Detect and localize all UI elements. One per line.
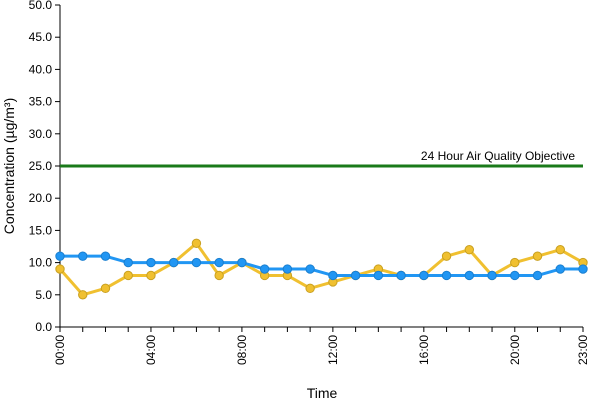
data-point [396, 270, 406, 281]
data-point [168, 257, 179, 268]
x-tick-label: 08:00 [235, 335, 249, 365]
air-quality-objective: 24 Hour Air Quality Objective [60, 149, 583, 168]
data-point [282, 264, 293, 274]
y-tick-label: 10.0 [29, 256, 53, 270]
objective-label: 24 Hour Air Quality Objective [421, 149, 575, 163]
data-point [55, 251, 65, 261]
data-point [191, 257, 202, 268]
data-point [305, 264, 315, 274]
data-point [123, 257, 133, 268]
y-tick-label: 30.0 [29, 127, 53, 141]
x-axis-title: Time [307, 385, 338, 400]
x-tick-label: 00:00 [53, 335, 67, 365]
y-tick-label: 0.0 [35, 320, 52, 334]
y-tick-label: 15.0 [29, 223, 53, 237]
x-tick-label: 23:00 [576, 335, 590, 365]
y-tick-label: 50.0 [29, 0, 53, 12]
data-point [441, 270, 452, 281]
data-point [78, 251, 88, 261]
data-point [510, 257, 520, 268]
data-point [146, 257, 156, 268]
data-point [191, 238, 202, 248]
data-point [373, 270, 384, 281]
data-point [555, 264, 565, 274]
data-point [555, 245, 565, 255]
x-tick-label: 16:00 [417, 335, 431, 365]
series-line [60, 254, 583, 277]
data-point [100, 251, 111, 261]
data-point [259, 264, 270, 274]
data-point [237, 257, 247, 268]
data-point [464, 245, 475, 255]
data-point [305, 283, 315, 294]
data-point [328, 270, 338, 281]
data-point [146, 270, 156, 281]
data-point [78, 290, 88, 300]
y-axis: 0.0 5.0 10.0 15.0 20.0 25.0 30.0 35.0 40.0 45.0 50… [29, 0, 61, 334]
y-tick-label: 20.0 [29, 191, 53, 205]
data-point [55, 264, 65, 274]
x-axis: 00:00 04:00 08:00 12:00 16:00 20:00 23:00 [53, 326, 590, 365]
data-point [510, 270, 520, 281]
y-tick-label: 45.0 [29, 30, 53, 44]
data-point [464, 270, 475, 281]
data-point [214, 257, 224, 268]
y-tick-label: 25.0 [29, 159, 53, 173]
series-2 [55, 251, 588, 281]
data-point [214, 270, 224, 281]
y-tick-label: 40.0 [29, 62, 53, 76]
y-axis-title: Concentration (µg/m³) [1, 98, 17, 234]
y-tick-label: 35.0 [29, 95, 53, 109]
series-1 [55, 238, 588, 300]
data-point [487, 270, 497, 281]
data-point [441, 251, 452, 261]
y-tick-label: 5.0 [35, 288, 52, 302]
x-tick-label: 12:00 [326, 335, 340, 365]
data-point [532, 270, 543, 281]
data-point [100, 283, 111, 294]
data-point [123, 270, 133, 281]
data-point [350, 270, 361, 281]
data-point [419, 270, 429, 281]
data-point [578, 264, 588, 274]
x-tick-label: 04:00 [144, 335, 158, 365]
series-group [55, 238, 588, 300]
series-line [58, 241, 584, 297]
x-tick-label: 20:00 [508, 335, 522, 365]
data-point [532, 251, 543, 261]
